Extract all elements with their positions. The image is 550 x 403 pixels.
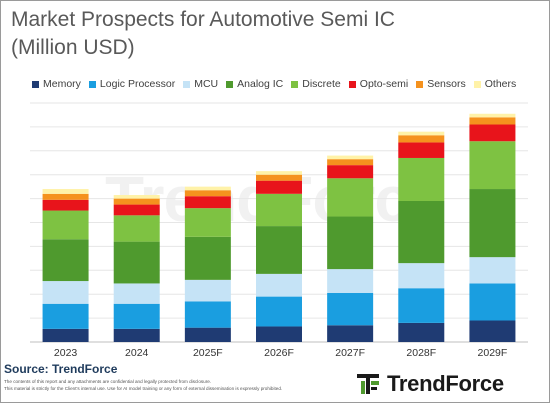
bar-segment-others-2023 xyxy=(42,189,89,194)
bar-segment-mcu-2025f xyxy=(184,279,231,302)
bar-segment-opto-semi-2025f xyxy=(184,196,231,209)
bar-segment-logic-processor-2029f xyxy=(469,283,516,321)
bar-segment-analog-ic-2026f xyxy=(256,226,302,274)
bar-segment-others-2024 xyxy=(113,195,160,199)
bar-segment-others-2029f xyxy=(469,113,516,118)
logo-text: TrendForce xyxy=(387,371,504,396)
legend-swatch xyxy=(348,80,356,88)
bar-segment-others-2025f xyxy=(184,186,231,191)
legend-item-logic-processor: Logic Processor xyxy=(88,77,176,91)
bar-segment-analog-ic-2029f xyxy=(469,189,516,258)
bar-segment-discrete-2026f xyxy=(256,193,302,227)
legend-label: Memory xyxy=(43,78,81,90)
bar-segment-discrete-2029f xyxy=(469,141,516,190)
bar-segment-others-2027f xyxy=(327,155,374,160)
legend-swatch xyxy=(32,80,39,88)
bar-segment-mcu-2028f xyxy=(398,263,445,289)
bar-segment-discrete-2024 xyxy=(113,215,160,242)
legend-swatch xyxy=(416,80,424,88)
bar-segment-mcu-2027f xyxy=(327,269,374,294)
bar-segment-logic-processor-2028f xyxy=(398,288,445,323)
bar-segment-sensors-2024 xyxy=(113,198,160,205)
legend-label: MCU xyxy=(194,78,219,90)
bar-segment-memory-2024 xyxy=(113,328,160,342)
bar-segment-opto-semi-2023 xyxy=(42,199,89,211)
bar-segment-logic-processor-2025f xyxy=(184,301,231,328)
chart-title: Market Prospects for Automotive Semi IC … xyxy=(11,6,431,62)
bar-segment-memory-2029f xyxy=(469,320,516,342)
bar-segment-sensors-2028f xyxy=(398,135,445,143)
legend-label: Discrete xyxy=(302,78,341,90)
bar-segment-discrete-2027f xyxy=(327,178,374,217)
legend-swatch xyxy=(291,80,299,88)
x-tick-label: 2023 xyxy=(54,347,78,359)
bar-segment-analog-ic-2028f xyxy=(398,200,445,264)
legend-swatch xyxy=(183,80,191,88)
bar-segment-others-2026f xyxy=(256,171,302,175)
bar-segment-logic-processor-2023 xyxy=(42,303,89,329)
x-tick-label: 2029F xyxy=(478,347,508,359)
bar-segment-memory-2026f xyxy=(256,326,302,342)
bar-segment-analog-ic-2025f xyxy=(184,236,231,280)
bar-segment-memory-2023 xyxy=(42,328,89,342)
chart-title-line-2: (Million USD) xyxy=(11,36,135,59)
legend-item-sensors: Sensors xyxy=(416,77,466,91)
trendforce-logo: TrendForce xyxy=(355,370,504,398)
bar-segment-opto-semi-2029f xyxy=(469,124,516,142)
legend-label: Opto-semi xyxy=(359,78,409,90)
bar-segment-logic-processor-2026f xyxy=(256,296,302,327)
legend-item-discrete: Discrete xyxy=(291,77,341,91)
bar-segment-discrete-2028f xyxy=(398,157,445,201)
legend-swatch xyxy=(88,80,96,88)
bar-segment-sensors-2023 xyxy=(42,193,89,200)
legend-swatch xyxy=(473,80,481,88)
legend-item-analog-ic: Analog IC xyxy=(226,77,283,91)
bar-segment-opto-semi-2024 xyxy=(113,204,160,216)
bar-segment-others-2028f xyxy=(398,131,445,136)
disclaimer-line-1: The contents of this report and any atta… xyxy=(4,379,212,384)
legend-label: Logic Processor xyxy=(99,78,176,90)
bar-segment-sensors-2029f xyxy=(469,117,516,125)
legend-item-memory: Memory xyxy=(32,77,81,91)
chart-title-line-1: Market Prospects for Automotive Semi IC xyxy=(11,8,395,31)
chart-legend: Memory Logic Processor MCU Analog IC Discret… xyxy=(32,77,516,91)
bar-segment-memory-2025f xyxy=(184,327,231,342)
bar-segment-sensors-2026f xyxy=(256,174,302,181)
bar-segment-analog-ic-2024 xyxy=(113,241,160,284)
bar-segment-opto-semi-2027f xyxy=(327,165,374,179)
bar-segment-analog-ic-2023 xyxy=(42,239,89,282)
x-tick-label: 2027F xyxy=(335,347,365,359)
legend-label: Analog IC xyxy=(237,78,284,90)
bar-segment-mcu-2023 xyxy=(42,281,89,304)
bar-segment-mcu-2024 xyxy=(113,283,160,304)
bar-segment-memory-2027f xyxy=(327,325,374,342)
bar-segment-logic-processor-2027f xyxy=(327,293,374,326)
legend-item-mcu: MCU xyxy=(183,77,218,91)
bar-segment-discrete-2023 xyxy=(42,210,89,240)
legend-item-others: Others xyxy=(473,77,517,91)
disclaimer: The contents of this report and any atta… xyxy=(4,379,334,392)
trendforce-logo-icon xyxy=(355,371,381,397)
x-tick-label: 2028F xyxy=(406,347,436,359)
bar-segment-opto-semi-2028f xyxy=(398,142,445,158)
legend-swatch xyxy=(226,80,234,88)
bar-segment-opto-semi-2026f xyxy=(256,180,302,194)
legend-item-opto-semi: Opto-semi xyxy=(348,77,409,91)
bar-segment-sensors-2027f xyxy=(327,159,374,166)
bar-segment-memory-2028f xyxy=(398,322,445,342)
legend-label: Sensors xyxy=(427,78,466,90)
disclaimer-line-2: This material is strictly for the Client… xyxy=(4,385,283,391)
legend-label: Others xyxy=(484,78,517,90)
x-tick-label: 2024 xyxy=(125,347,149,359)
bar-segment-mcu-2026f xyxy=(256,273,302,297)
x-tick-label: 2026F xyxy=(264,347,294,359)
bar-segment-sensors-2025f xyxy=(184,190,231,197)
x-tick-label: 2025F xyxy=(193,347,223,359)
bar-segment-analog-ic-2027f xyxy=(327,216,374,270)
bar-segment-discrete-2025f xyxy=(184,208,231,237)
source-label: Source: TrendForce xyxy=(4,362,118,376)
bar-segment-logic-processor-2024 xyxy=(113,303,160,329)
bar-segment-mcu-2029f xyxy=(469,257,516,284)
